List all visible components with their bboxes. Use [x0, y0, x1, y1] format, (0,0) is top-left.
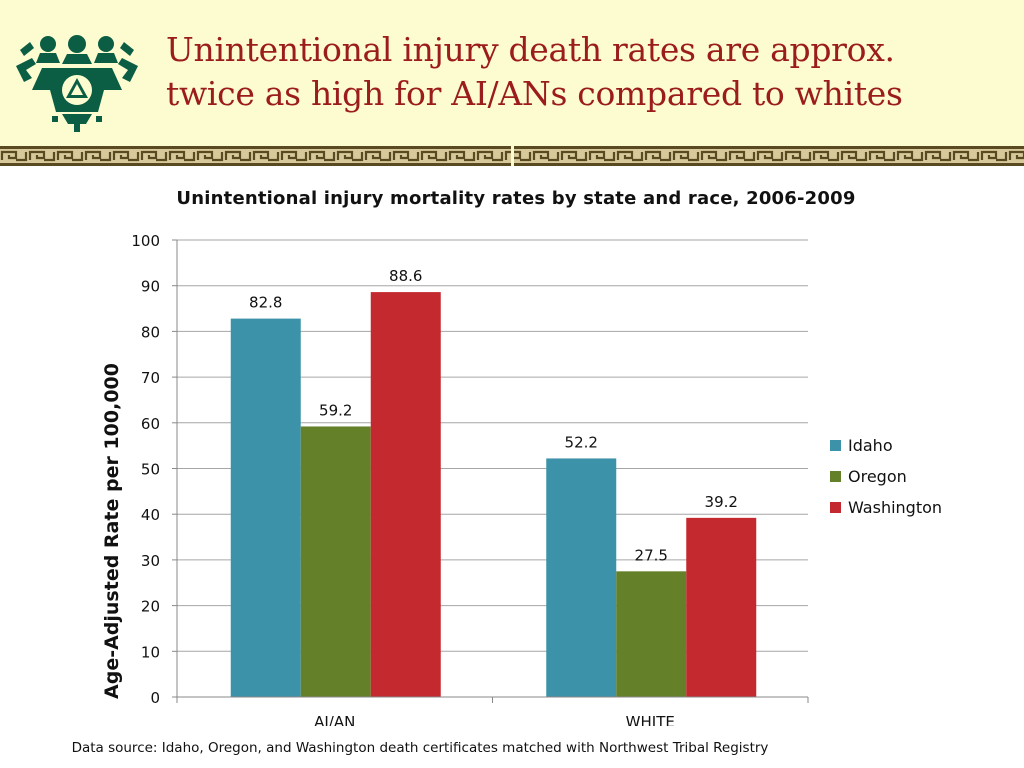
bar-washington-aian: [370, 292, 441, 697]
x-tick-label: WHITE: [626, 713, 675, 726]
chart-area: Unintentional injury mortality rates by …: [0, 166, 1024, 768]
x-tick-label: AI/AN: [314, 713, 355, 726]
chart-title: Unintentional injury mortality rates by …: [176, 188, 856, 209]
bar-oregon-white: [616, 571, 687, 697]
slide-title-line1: Unintentional injury death rates are app…: [166, 30, 895, 69]
bar-oregon-aian: [300, 426, 371, 697]
y-axis-label: Age-Adjusted Rate per 100,000: [101, 363, 123, 699]
slide-header: Unintentional injury death rates are app…: [0, 0, 1024, 146]
legend-label-oregon: Oregon: [848, 467, 907, 486]
tribal-logo-icon: [16, 35, 138, 132]
legend-label-washington: Washington: [848, 498, 942, 517]
y-tick-label: 40: [141, 506, 160, 524]
legend-swatch-idaho: [830, 440, 841, 451]
y-tick-label: 10: [141, 643, 160, 661]
data-label: 39.2: [705, 493, 738, 511]
bar-idaho-white: [546, 458, 617, 697]
data-label: 82.8: [249, 294, 282, 312]
data-label: 88.6: [389, 267, 422, 285]
y-tick-label: 50: [141, 461, 160, 479]
y-tick-label: 0: [150, 689, 160, 707]
y-tick-label: 100: [131, 232, 160, 250]
bars: [230, 292, 757, 697]
bar-chart: 0 10 20 30 40 50 60 70 80 90 100 AI/AN WHITE 82.8 59.…: [101, 232, 942, 726]
axes: 0 10 20 30 40 50 60 70 80 90 100 AI/AN WHITE: [131, 232, 809, 726]
legend-label-idaho: Idaho: [848, 436, 893, 455]
legend: Idaho Oregon Washington: [830, 436, 942, 517]
y-tick-label: 90: [141, 278, 160, 296]
data-label: 52.2: [565, 433, 598, 451]
y-tick-label: 80: [141, 323, 160, 341]
legend-swatch-washington: [830, 502, 841, 513]
bar-washington-white: [686, 517, 757, 697]
y-tick-label: 70: [141, 369, 160, 387]
legend-swatch-oregon: [830, 471, 841, 482]
decorative-border-band: [0, 146, 1024, 166]
data-label: 59.2: [319, 401, 352, 419]
y-tick-label: 30: [141, 552, 160, 570]
data-source-note: Data source: Idaho, Oregon, and Washingt…: [71, 740, 769, 756]
y-tick-label: 20: [141, 598, 160, 616]
data-labels: 82.8 59.2 88.6 52.2 27.5 39.2: [249, 267, 738, 564]
data-label: 27.5: [635, 546, 668, 564]
slide-title-line2: twice as high for AI/ANs compared to whi…: [166, 74, 903, 113]
slide-title: Unintentional injury death rates are app…: [166, 28, 1016, 116]
y-tick-label: 60: [141, 415, 160, 433]
bar-idaho-aian: [230, 318, 301, 697]
